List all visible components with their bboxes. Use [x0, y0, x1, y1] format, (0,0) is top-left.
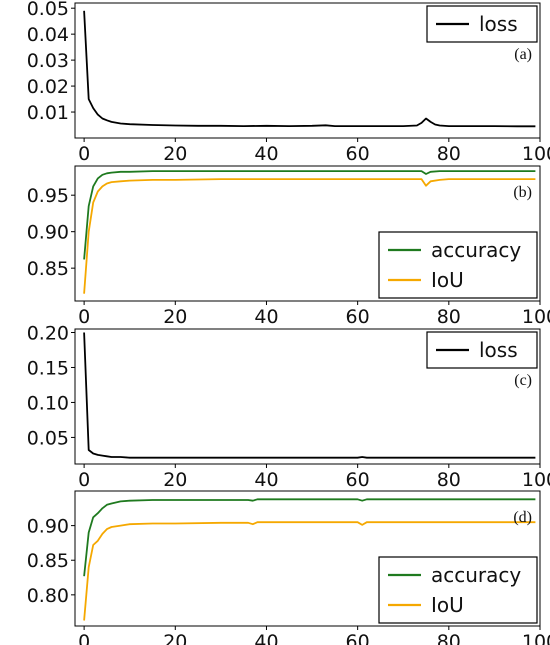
y-tick-label: 0.95 [27, 185, 69, 207]
x-tick-label: 60 [346, 469, 370, 491]
plot-frame [74, 2, 541, 139]
y-tick-label: 0.90 [27, 222, 69, 244]
legend-label: IoU [431, 593, 464, 617]
x-tick-label: 40 [254, 469, 278, 491]
y-tick-label: 0.10 [27, 392, 69, 414]
chart-panel-3: 0.05 0.10 0.15 0.20 0 20 40 60 80 100 loss (c) [27, 322, 550, 491]
x-tick-label: 100 [522, 469, 550, 491]
legend-label: accuracy [431, 238, 521, 262]
y-tick-label: 0.05 [27, 0, 69, 20]
x-tick-label: 20 [163, 631, 187, 645]
legend-label: accuracy [431, 563, 521, 587]
panel-label: (a) [514, 46, 532, 63]
y-tick-label: 0.03 [27, 50, 69, 72]
x-tick-label: 40 [254, 306, 278, 328]
y-tick-label: 0.20 [27, 322, 69, 344]
chart-panel-1: 0.01 0.02 0.03 0.04 0.05 0 20 40 60 80 100 loss (a) [27, 0, 550, 165]
legend-box [378, 556, 538, 624]
y-tick-label: 0.85 [27, 550, 69, 572]
plot-frame [74, 490, 541, 627]
y-tick-label: 0.02 [27, 76, 69, 98]
series-line-loss [83, 10, 536, 128]
y-tick-label: 0.01 [27, 102, 69, 124]
chart-panel-4: 0.80 0.85 0.90 0 20 40 60 80 100 accuracy IoU (d) [27, 490, 550, 645]
series-line-accuracy [83, 170, 536, 260]
x-tick-label: 80 [437, 306, 461, 328]
panel-label: (d) [513, 509, 532, 526]
x-tick-label: 0 [78, 469, 90, 491]
x-tick-label: 100 [522, 306, 550, 328]
x-tick-label: 80 [437, 631, 461, 645]
x-tick-label: 60 [346, 631, 370, 645]
y-tick-label: 0.80 [27, 585, 69, 607]
x-tick-label: 0 [78, 143, 90, 165]
y-tick-label: 0.85 [27, 258, 69, 280]
panel-label: (b) [513, 184, 532, 201]
y-tick-label: 0.90 [27, 516, 69, 538]
chart-panel-2: 0.85 0.90 0.95 0 20 40 60 80 100 accuracy IoU (b) [27, 165, 550, 328]
x-tick-label: 20 [163, 469, 187, 491]
legend-label: IoU [431, 268, 464, 292]
series-line-loss [83, 332, 536, 459]
x-tick-label: 60 [346, 143, 370, 165]
y-tick-label: 0.15 [27, 357, 69, 379]
y-tick-label: 0.05 [27, 427, 69, 449]
panel-label: (c) [514, 372, 532, 389]
x-tick-label: 60 [346, 306, 370, 328]
x-tick-label: 80 [437, 143, 461, 165]
y-tick-label: 0.04 [27, 24, 69, 46]
series-line-iou [83, 178, 536, 294]
x-tick-label: 100 [522, 631, 550, 645]
x-tick-label: 0 [78, 306, 90, 328]
x-tick-label: 0 [78, 631, 90, 645]
x-tick-label: 20 [163, 143, 187, 165]
x-tick-label: 100 [522, 143, 550, 165]
plot-frame [74, 165, 541, 302]
x-tick-label: 20 [163, 306, 187, 328]
x-tick-label: 40 [254, 143, 278, 165]
series-line-iou [83, 521, 536, 621]
series-line-accuracy [83, 498, 536, 577]
legend-label: loss [479, 12, 518, 36]
legend-label: loss [479, 338, 518, 362]
x-tick-label: 80 [437, 469, 461, 491]
x-tick-label: 40 [254, 631, 278, 645]
plot-frame [74, 328, 541, 465]
legend-box [378, 231, 538, 299]
